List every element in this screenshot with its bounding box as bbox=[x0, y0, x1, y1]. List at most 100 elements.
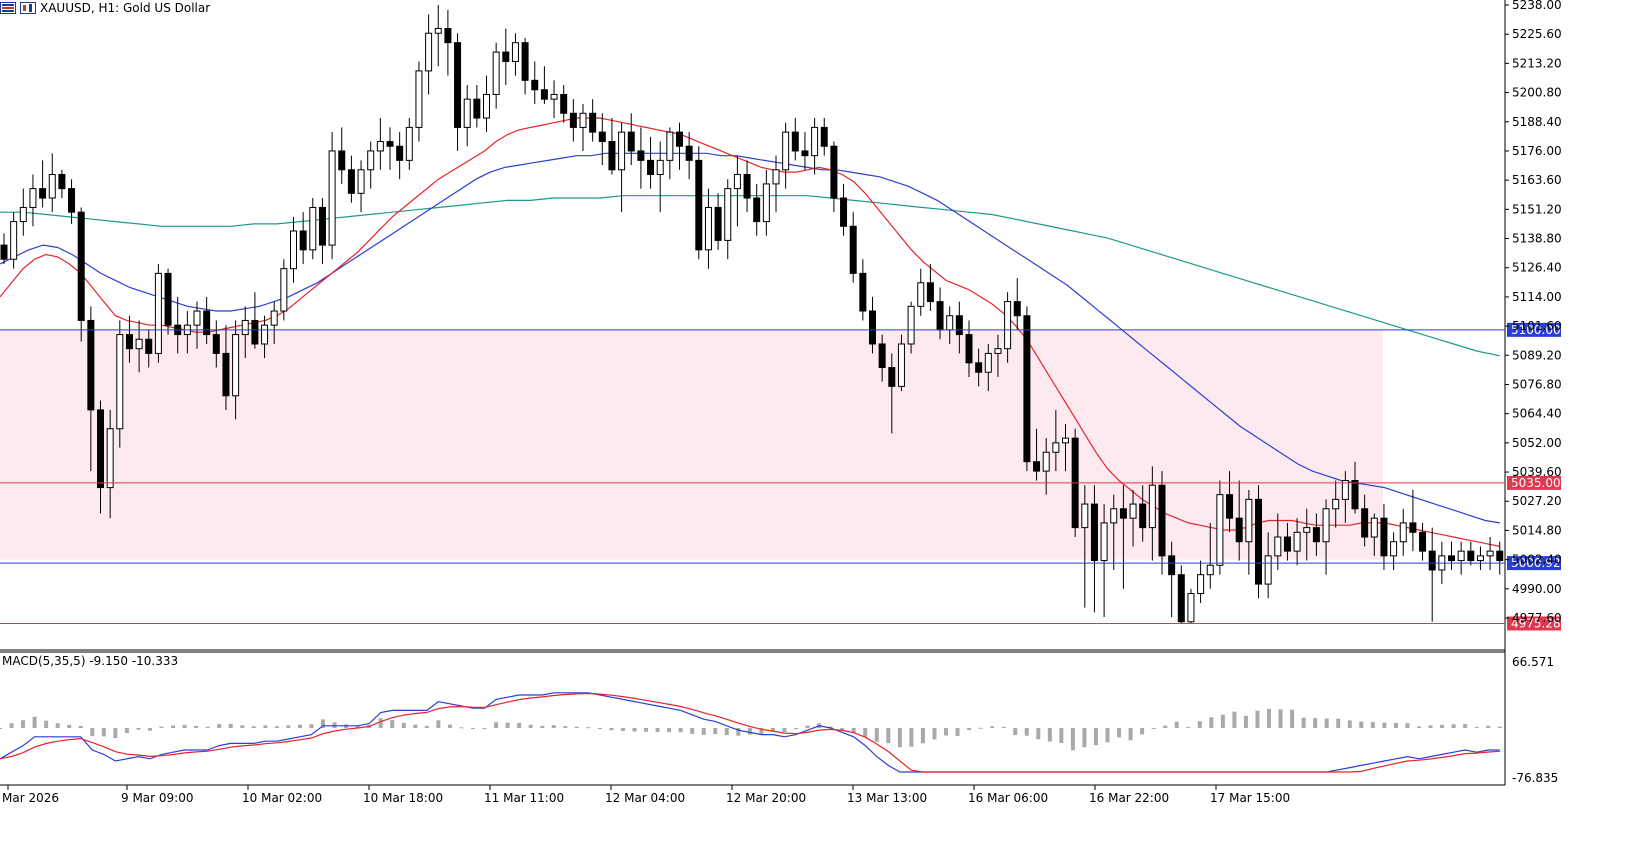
candle-bull bbox=[618, 131, 626, 171]
candle-bear bbox=[1235, 517, 1243, 543]
macd-histogram-bar bbox=[1393, 722, 1398, 728]
macd-histogram-bar bbox=[920, 728, 925, 744]
macd-histogram-bar bbox=[1093, 728, 1098, 746]
candle-bear bbox=[68, 188, 76, 213]
candle-bull bbox=[1197, 574, 1205, 595]
macd-histogram-bar bbox=[1140, 728, 1145, 735]
candle-bull bbox=[1332, 498, 1340, 510]
candle-bull bbox=[994, 348, 1002, 354]
macd-histogram-bar bbox=[1301, 717, 1306, 728]
macd-histogram-bar bbox=[1370, 722, 1375, 728]
macd-histogram-bar bbox=[286, 725, 291, 728]
candle-bear bbox=[58, 173, 66, 190]
candle-bear bbox=[1177, 574, 1185, 623]
candle-bear bbox=[299, 230, 307, 251]
candle-bull bbox=[772, 169, 780, 185]
candle-bull bbox=[434, 28, 442, 34]
candle-bull bbox=[1187, 593, 1195, 623]
chart-window-icon[interactable] bbox=[0, 2, 16, 14]
macd-histogram-bar bbox=[655, 728, 660, 733]
candle-bear bbox=[338, 150, 346, 171]
candle-bull bbox=[1390, 541, 1398, 557]
price-tick-label: 5163.60 bbox=[1512, 173, 1562, 187]
candle-bear bbox=[473, 98, 481, 119]
macd-histogram-bar bbox=[586, 727, 591, 729]
price-level-label: 5100.00 bbox=[1511, 323, 1561, 337]
candle-bull bbox=[907, 305, 915, 345]
candle-bear bbox=[97, 409, 104, 489]
price-zone bbox=[0, 329, 1383, 560]
macd-histogram-bar bbox=[1163, 725, 1168, 728]
macd-signal-line bbox=[0, 692, 1500, 773]
candle-bull bbox=[762, 183, 770, 223]
price-tick-label: 5064.40 bbox=[1512, 407, 1562, 421]
price-level-label: 5035.00 bbox=[1511, 476, 1561, 490]
price-level-label: 5000.92 bbox=[1511, 556, 1561, 570]
candle-bear bbox=[1033, 461, 1041, 472]
horizontal-levels-layer: 5100.00 5035.00 5000.92 4975.28 bbox=[0, 322, 1561, 631]
candle-bull bbox=[1476, 555, 1484, 562]
time-tick-label: 16 Mar 22:00 bbox=[1089, 791, 1169, 805]
candle-bull bbox=[782, 131, 790, 171]
macd-histogram-bar bbox=[1474, 726, 1479, 728]
macd-histogram-bar bbox=[1405, 723, 1410, 728]
candle-bear bbox=[386, 141, 394, 147]
macd-histogram-bar bbox=[1197, 721, 1202, 728]
macd-histogram-bar bbox=[1105, 728, 1110, 743]
candle-bear bbox=[859, 272, 867, 312]
candle-bear bbox=[396, 145, 404, 161]
candle-bull bbox=[1206, 564, 1214, 576]
candle-bull bbox=[1216, 494, 1224, 566]
candle-bull bbox=[328, 150, 336, 246]
macd-histogram-bar bbox=[101, 728, 106, 737]
candle-bear bbox=[598, 131, 606, 143]
macd-histogram-bar bbox=[1082, 728, 1087, 748]
macd-histogram-bar bbox=[447, 724, 452, 728]
time-tick-label: 12 Mar 20:00 bbox=[726, 791, 806, 805]
chart-type-icon[interactable] bbox=[20, 2, 36, 14]
candle-bull bbox=[376, 141, 384, 152]
candle-bear bbox=[318, 206, 326, 246]
macd-histogram-bar bbox=[482, 728, 487, 729]
candle-bear bbox=[1448, 555, 1455, 562]
macd-line bbox=[0, 692, 1500, 773]
macd-histogram-bar bbox=[1428, 725, 1433, 728]
macd-histogram-bar bbox=[1486, 725, 1491, 728]
macd-histogram-bar bbox=[32, 716, 37, 728]
price-tick-label: 5238.00 bbox=[1512, 0, 1562, 12]
macd-histogram-bar bbox=[124, 728, 129, 734]
macd-histogram-bar bbox=[759, 728, 764, 734]
candle-bull bbox=[946, 315, 954, 331]
candle-bull bbox=[425, 32, 433, 72]
candle-bear bbox=[560, 93, 568, 114]
candle-bear bbox=[753, 197, 761, 223]
price-level-label: 4975.28 bbox=[1511, 616, 1561, 630]
candle-bull bbox=[1274, 536, 1282, 557]
candle-bull bbox=[1081, 503, 1089, 529]
time-tick-label: 16 Mar 06:00 bbox=[968, 791, 1048, 805]
macd-histogram-bar bbox=[1128, 728, 1133, 741]
macd-histogram-bar bbox=[736, 728, 741, 736]
macd-histogram-bar bbox=[44, 720, 49, 728]
candle-bull bbox=[1052, 442, 1060, 453]
candle-bull bbox=[550, 93, 558, 100]
candle-bear bbox=[1139, 503, 1147, 529]
candle-bull bbox=[261, 324, 269, 345]
macd-histogram-bar bbox=[909, 728, 914, 747]
price-tick-label: 5014.80 bbox=[1512, 523, 1562, 537]
price-tick-label: 5225.60 bbox=[1512, 27, 1562, 41]
candle-bull bbox=[1322, 508, 1330, 543]
candle-bull bbox=[48, 173, 56, 199]
macd-histogram-bar bbox=[1024, 728, 1029, 736]
candle-bear bbox=[125, 334, 133, 350]
candle-bear bbox=[685, 145, 693, 161]
time-tick-label: 10 Mar 18:00 bbox=[363, 791, 443, 805]
candle-bull bbox=[897, 343, 905, 387]
candle-bull bbox=[1370, 517, 1378, 538]
candle-bear bbox=[222, 352, 230, 397]
macd-histogram-bar bbox=[620, 728, 625, 732]
candle-bear bbox=[1351, 480, 1359, 510]
candle-bear bbox=[1312, 527, 1320, 543]
price-axis: 5238.00 5225.60 5213.20 5200.80 5188.40 5176.… bbox=[1505, 0, 1562, 625]
